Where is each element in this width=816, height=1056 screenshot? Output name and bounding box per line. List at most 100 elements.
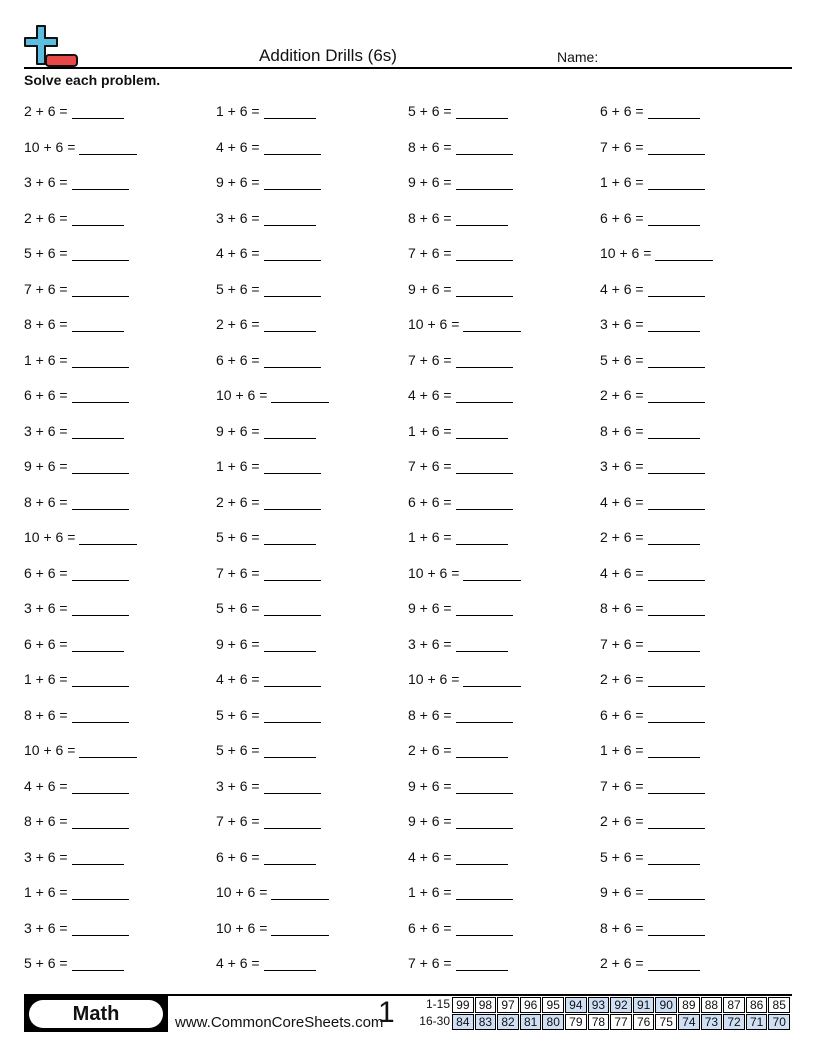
- answer-blank[interactable]: [263, 459, 321, 474]
- answer-blank[interactable]: [71, 211, 124, 226]
- answer-blank[interactable]: [455, 921, 513, 936]
- answer-blank[interactable]: [463, 317, 522, 332]
- answer-blank[interactable]: [455, 388, 513, 403]
- answer-blank[interactable]: [263, 282, 321, 297]
- answer-blank[interactable]: [71, 637, 124, 652]
- answer-blank[interactable]: [71, 175, 129, 190]
- answer-blank[interactable]: [263, 424, 316, 439]
- answer-blank[interactable]: [71, 282, 129, 297]
- answer-blank[interactable]: [455, 104, 508, 119]
- answer-blank[interactable]: [71, 246, 129, 261]
- answer-blank[interactable]: [263, 779, 321, 794]
- answer-blank[interactable]: [71, 353, 129, 368]
- answer-blank[interactable]: [647, 850, 700, 865]
- answer-blank[interactable]: [455, 353, 513, 368]
- answer-blank[interactable]: [455, 459, 513, 474]
- answer-blank[interactable]: [263, 140, 321, 155]
- answer-blank[interactable]: [271, 388, 330, 403]
- answer-blank[interactable]: [647, 495, 705, 510]
- answer-blank[interactable]: [263, 211, 316, 226]
- answer-blank[interactable]: [455, 779, 513, 794]
- answer-blank[interactable]: [647, 424, 700, 439]
- answer-blank[interactable]: [79, 140, 138, 155]
- answer-blank[interactable]: [71, 388, 129, 403]
- answer-blank[interactable]: [455, 530, 508, 545]
- answer-blank[interactable]: [71, 495, 129, 510]
- answer-blank[interactable]: [455, 424, 508, 439]
- answer-blank[interactable]: [455, 637, 508, 652]
- answer-blank[interactable]: [71, 885, 129, 900]
- answer-blank[interactable]: [455, 246, 513, 261]
- answer-blank[interactable]: [263, 175, 321, 190]
- answer-blank[interactable]: [647, 672, 705, 687]
- answer-blank[interactable]: [647, 885, 705, 900]
- answer-blank[interactable]: [71, 779, 129, 794]
- answer-blank[interactable]: [455, 601, 513, 616]
- answer-blank[interactable]: [647, 921, 705, 936]
- answer-blank[interactable]: [263, 246, 321, 261]
- answer-blank[interactable]: [455, 708, 513, 723]
- answer-blank[interactable]: [79, 530, 138, 545]
- answer-blank[interactable]: [647, 459, 705, 474]
- answer-blank[interactable]: [455, 956, 508, 971]
- answer-blank[interactable]: [647, 779, 705, 794]
- answer-blank[interactable]: [263, 708, 321, 723]
- answer-blank[interactable]: [71, 601, 129, 616]
- answer-blank[interactable]: [71, 104, 124, 119]
- answer-blank[interactable]: [455, 211, 508, 226]
- answer-blank[interactable]: [455, 175, 513, 190]
- answer-blank[interactable]: [263, 672, 321, 687]
- answer-blank[interactable]: [271, 921, 330, 936]
- answer-blank[interactable]: [647, 104, 700, 119]
- answer-blank[interactable]: [271, 885, 330, 900]
- answer-blank[interactable]: [647, 388, 705, 403]
- answer-blank[interactable]: [71, 317, 124, 332]
- answer-blank[interactable]: [647, 282, 705, 297]
- answer-blank[interactable]: [455, 885, 513, 900]
- answer-blank[interactable]: [71, 459, 129, 474]
- answer-blank[interactable]: [647, 353, 705, 368]
- answer-blank[interactable]: [455, 814, 513, 829]
- answer-blank[interactable]: [647, 175, 705, 190]
- answer-blank[interactable]: [263, 495, 321, 510]
- answer-blank[interactable]: [647, 708, 705, 723]
- answer-blank[interactable]: [71, 814, 129, 829]
- answer-blank[interactable]: [263, 850, 316, 865]
- answer-blank[interactable]: [647, 566, 705, 581]
- answer-blank[interactable]: [463, 672, 522, 687]
- answer-blank[interactable]: [655, 246, 714, 261]
- answer-blank[interactable]: [263, 104, 316, 119]
- answer-blank[interactable]: [71, 921, 129, 936]
- answer-blank[interactable]: [647, 637, 700, 652]
- answer-blank[interactable]: [647, 530, 700, 545]
- answer-blank[interactable]: [455, 850, 508, 865]
- answer-blank[interactable]: [71, 424, 124, 439]
- answer-blank[interactable]: [71, 708, 129, 723]
- answer-blank[interactable]: [647, 601, 705, 616]
- answer-blank[interactable]: [71, 850, 124, 865]
- answer-blank[interactable]: [263, 637, 316, 652]
- answer-blank[interactable]: [263, 566, 321, 581]
- answer-blank[interactable]: [263, 317, 316, 332]
- answer-blank[interactable]: [647, 211, 700, 226]
- answer-blank[interactable]: [263, 530, 316, 545]
- answer-blank[interactable]: [263, 353, 321, 368]
- answer-blank[interactable]: [263, 601, 321, 616]
- answer-blank[interactable]: [71, 566, 129, 581]
- answer-blank[interactable]: [79, 743, 138, 758]
- answer-blank[interactable]: [455, 743, 508, 758]
- answer-blank[interactable]: [647, 317, 700, 332]
- answer-blank[interactable]: [263, 956, 316, 971]
- answer-blank[interactable]: [455, 282, 513, 297]
- answer-blank[interactable]: [71, 956, 124, 971]
- answer-blank[interactable]: [455, 495, 513, 510]
- answer-blank[interactable]: [71, 672, 129, 687]
- answer-blank[interactable]: [463, 566, 522, 581]
- answer-blank[interactable]: [647, 956, 700, 971]
- answer-blank[interactable]: [263, 814, 321, 829]
- answer-blank[interactable]: [647, 814, 705, 829]
- answer-blank[interactable]: [647, 743, 700, 758]
- answer-blank[interactable]: [647, 140, 705, 155]
- answer-blank[interactable]: [455, 140, 513, 155]
- answer-blank[interactable]: [263, 743, 316, 758]
